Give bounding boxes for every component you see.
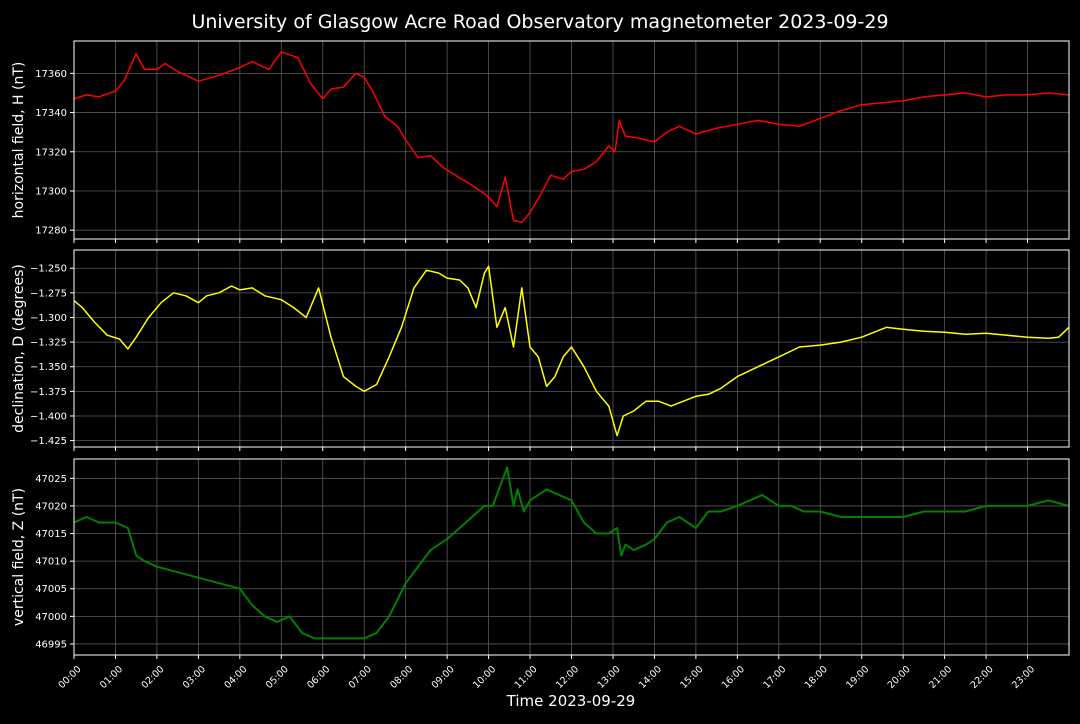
- panel-frame: [73, 40, 1070, 240]
- panel-horizontal: 17280 17300 17320 17340 17360 horizontal fiel…: [11, 40, 1070, 243]
- panel-vertical: 46995 47000 47005 47010 47015 47020 47025 verti…: [11, 458, 1070, 659]
- y-tick-label: 17300: [35, 186, 67, 197]
- series-line-declination: [74, 265, 1069, 437]
- y-tick-label: 46995: [35, 639, 67, 650]
- chart-title: University of Glasgow Acre Road Observat…: [191, 11, 888, 33]
- y-tick-label: −1.375: [30, 387, 67, 398]
- y-tick-label: 17360: [35, 69, 67, 80]
- y-tick-label: −1.250: [30, 264, 67, 275]
- y-tick-label: 47000: [35, 612, 67, 623]
- series-line-horizontal: [74, 51, 1069, 224]
- y-tick-label: 17280: [35, 226, 67, 237]
- panel-frame: [73, 458, 1070, 656]
- y-tick-label: 47020: [35, 501, 67, 512]
- y-axis-label-vertical: vertical field, Z (nT): [11, 488, 27, 626]
- y-tick-label: −1.300: [30, 313, 67, 324]
- y-tick-label: 17320: [35, 147, 67, 158]
- y-tick-label: 47025: [35, 474, 67, 485]
- y-tick-label: −1.325: [30, 338, 67, 349]
- y-tick-label: 47010: [35, 557, 67, 568]
- series-line-vertical: [74, 466, 1069, 640]
- y-tick-label: −1.350: [30, 362, 67, 373]
- panel-declination: −1.425 −1.400 −1.375 −1.350 −1.325 −1.300 −1.2…: [11, 249, 1070, 451]
- y-axis-label-horizontal: horizontal field, H (nT): [11, 62, 27, 219]
- y-tick-label: −1.425: [30, 436, 67, 447]
- y-tick-label: 47015: [35, 529, 67, 540]
- panel-frame: [73, 249, 1070, 448]
- y-axis-label-declination: declination, D (degrees): [11, 264, 27, 433]
- y-tick-label: −1.400: [30, 411, 67, 422]
- y-tick-label: −1.275: [30, 288, 67, 299]
- y-tick-label: 17340: [35, 108, 67, 119]
- x-axis-label: Time 2023-09-29: [506, 692, 636, 710]
- y-tick-label: 47005: [35, 584, 67, 595]
